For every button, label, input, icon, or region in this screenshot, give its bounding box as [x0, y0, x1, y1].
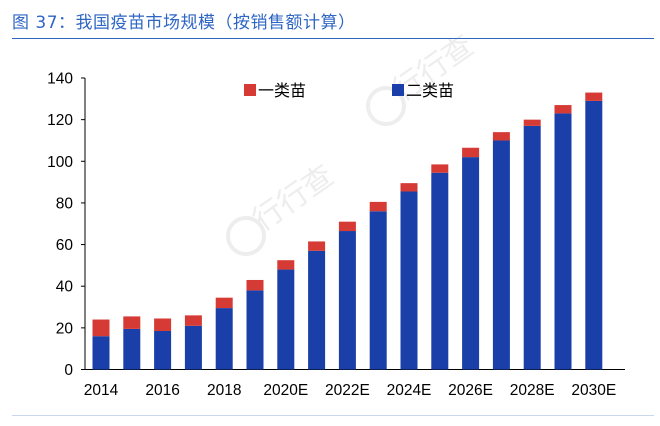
y-tick-label: 80 [56, 195, 74, 212]
bar-category1-2020E [277, 260, 295, 270]
bar-category1-2028E [523, 119, 541, 126]
bar-category1-2023E [369, 201, 387, 212]
bar-category1-2021E [308, 241, 326, 251]
y-tick-label: 0 [64, 362, 73, 379]
bar-category1-2015 [123, 316, 141, 329]
legend: 二类苗 一类苗 [244, 81, 454, 100]
bar-category2-2018 [215, 308, 233, 370]
y-tick-label: 140 [47, 71, 73, 88]
x-tick-label: 2022E [325, 382, 370, 399]
x-tick-label: 2020E [263, 382, 308, 399]
bar-category1-2024E [400, 183, 418, 192]
y-tick-label: 120 [47, 112, 73, 129]
legend-label: 一类苗 [258, 81, 306, 100]
y-axis: 0 20 40 60 80 100 120 140 [47, 71, 86, 379]
bar-category1-2016 [154, 318, 172, 331]
bar-category1-2030E [585, 92, 603, 101]
legend-label: 二类苗 [406, 81, 454, 100]
bar-category2-2025E [431, 172, 449, 370]
bar-category2-2017 [184, 325, 202, 370]
bar-category1-2027E [492, 132, 510, 141]
bar-category2-2030E [585, 100, 603, 370]
bottom-divider [12, 415, 654, 416]
title-underline [12, 38, 654, 39]
bar-category1-2026E [462, 147, 480, 158]
bar-category2-2026E [462, 157, 480, 370]
bar-category1-2019 [246, 279, 264, 291]
x-tick-label: 2018 [207, 382, 241, 399]
y-tick-label: 100 [47, 154, 73, 171]
x-tick-label: 2024E [387, 382, 432, 399]
x-axis: 2014 2016 2018 2020E 2022E 2024E 2026E 2028E 203… [84, 369, 625, 399]
watermark-logo-icon [226, 216, 266, 256]
bar-category1-2022E [338, 221, 356, 232]
y-tick-label: 60 [56, 237, 74, 254]
bar-category2-2027E [492, 140, 510, 370]
bar-category1-2018 [215, 297, 233, 309]
bar-category2-2021E [308, 250, 326, 370]
bars [92, 92, 603, 370]
bar-category2-2029E [554, 113, 572, 370]
legend-swatch [244, 84, 256, 96]
y-tick-label: 40 [56, 279, 74, 296]
bar-category2-2015 [123, 328, 141, 370]
bar-category2-2022E [338, 231, 356, 370]
bar-category2-2014 [92, 336, 110, 370]
bar-category2-2016 [154, 330, 172, 370]
bar-category2-2028E [523, 125, 541, 370]
bar-category2-2023E [369, 211, 387, 370]
x-tick-label: 2016 [145, 382, 179, 399]
figure-title: 图 37：我国疫苗市场规模（按销售额计算） [12, 13, 356, 33]
watermark-logo-icon-2 [366, 86, 406, 126]
watermark-text: 行行查 [247, 158, 341, 238]
y-tick-label: 20 [56, 320, 74, 337]
bar-category1-2014 [92, 319, 110, 337]
legend-swatch [392, 84, 404, 96]
bar-category2-2020E [277, 269, 295, 370]
bar-category1-2029E [554, 105, 572, 114]
bar-category1-2017 [184, 315, 202, 326]
x-tick-label: 2014 [84, 382, 119, 399]
bar-category1-2025E [431, 164, 449, 173]
bar-category2-2024E [400, 191, 418, 370]
bar-category2-2019 [246, 290, 264, 370]
x-tick-label: 2028E [510, 382, 555, 399]
x-tick-label: 2030E [571, 382, 616, 399]
x-tick-label: 2026E [448, 382, 493, 399]
